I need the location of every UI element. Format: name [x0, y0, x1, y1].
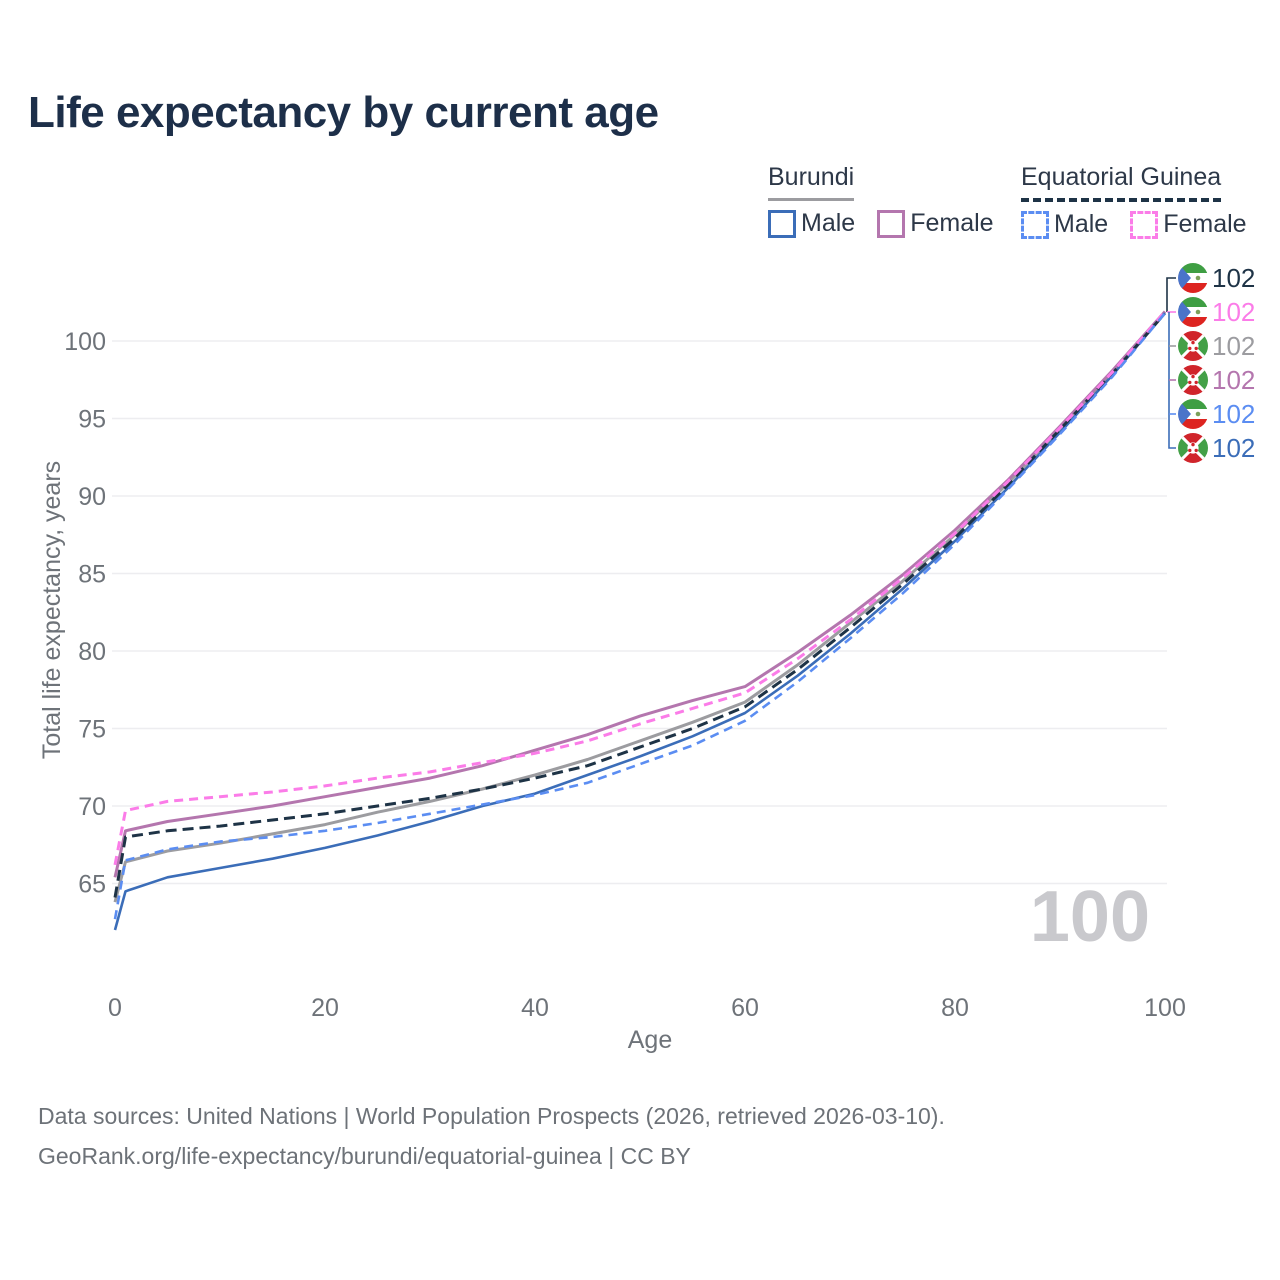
page-title: Life expectancy by current age	[28, 88, 659, 137]
series-line-equatorial-guinea-male[interactable]	[113, 312, 1167, 920]
y-tick-label: 65	[78, 871, 106, 899]
end-value-label-burundi-female: 102	[1212, 365, 1255, 395]
end-label-leader	[1166, 277, 1176, 312]
footer-attribution: GeoRank.org/life-expectancy/burundi/equa…	[38, 1143, 691, 1169]
y-tick-label: 85	[78, 561, 106, 589]
legend-swatch-burundi-female	[877, 209, 906, 238]
y-tick-label: 80	[78, 638, 106, 666]
legend-item-burundi-male[interactable]: Male	[768, 209, 855, 238]
x-tick-label: 20	[311, 994, 339, 1022]
y-tick-label: 70	[78, 793, 106, 821]
legend: Burundi Male Female Equatorial Guinea Ma…	[0, 0, 1280, 250]
legend-header-burundi[interactable]: Burundi	[768, 163, 855, 201]
series-line-equatorial-guinea-both[interactable]	[113, 312, 1167, 898]
legend-swatch-equatorial-guinea-female	[1130, 210, 1159, 239]
footer-data-sources: Data sources: United Nations | World Pop…	[38, 1103, 945, 1129]
flag-icon-burundi	[1178, 365, 1208, 395]
y-axis-title: Total life expectancy, years	[38, 461, 66, 759]
x-tick-label: 40	[521, 994, 549, 1022]
x-tick-label: 60	[731, 994, 759, 1022]
x-tick-label: 100	[1144, 994, 1186, 1022]
flag-icon-equatorial-guinea	[1178, 263, 1208, 293]
flag-icon-equatorial-guinea	[1178, 297, 1208, 327]
series-line-burundi-both[interactable]	[113, 312, 1167, 903]
y-tick-label: 100	[64, 328, 106, 356]
legend-label-equatorial-guinea-female: Female	[1163, 210, 1247, 238]
legend-header-equatorial-guinea[interactable]: Equatorial Guinea	[1021, 163, 1222, 202]
flag-icon-burundi	[1178, 331, 1208, 361]
legend-group-burundi: Burundi Male Female	[768, 163, 994, 238]
legend-items-equatorial-guinea: Male Female	[1021, 210, 1247, 239]
end-value-label-burundi-both: 102	[1212, 331, 1255, 361]
hover-age-watermark: 100	[1030, 877, 1150, 957]
end-value-label-equatorial-guinea-both: 102	[1212, 263, 1255, 293]
flag-icon-equatorial-guinea	[1178, 399, 1208, 429]
legend-label-burundi-female: Female	[910, 209, 994, 237]
legend-item-equatorial-guinea-female[interactable]: Female	[1130, 210, 1247, 239]
legend-label-burundi-male: Male	[801, 209, 856, 237]
legend-group-equatorial-guinea: Equatorial Guinea Male Female	[1021, 163, 1247, 239]
legend-swatch-equatorial-guinea-male	[1021, 210, 1049, 239]
legend-item-burundi-female[interactable]: Female	[877, 209, 994, 238]
legend-item-equatorial-guinea-male[interactable]: Male	[1021, 210, 1108, 239]
x-tick-label: 0	[108, 994, 122, 1022]
end-value-label-equatorial-guinea-female: 102	[1212, 297, 1255, 327]
series-line-burundi-female[interactable]	[113, 310, 1167, 878]
y-tick-label: 75	[78, 716, 106, 744]
x-tick-label: 80	[941, 994, 969, 1022]
x-axis-title: Age	[628, 1026, 672, 1054]
series-line-burundi-male[interactable]	[113, 312, 1166, 931]
end-value-label-equatorial-guinea-male: 102	[1212, 399, 1255, 429]
legend-items-burundi: Male Female	[768, 209, 994, 238]
end-value-label-burundi-male: 102	[1212, 433, 1255, 463]
flag-icon-burundi	[1178, 433, 1208, 463]
y-tick-label: 90	[78, 483, 106, 511]
footer: Data sources: United Nations | World Pop…	[38, 1096, 945, 1176]
legend-swatch-burundi-male	[768, 209, 796, 238]
legend-label-equatorial-guinea-male: Male	[1054, 210, 1109, 238]
end-label-leader	[1168, 312, 1176, 449]
y-tick-label: 95	[78, 406, 106, 434]
series-line-equatorial-guinea-female[interactable]	[113, 310, 1167, 866]
